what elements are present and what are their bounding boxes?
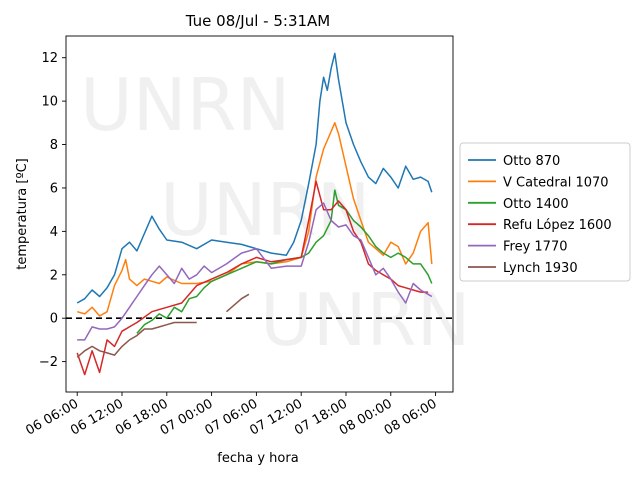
legend-label: Refu López 1600 [503, 218, 612, 233]
y-tick-label: 10 [41, 95, 58, 110]
y-tick-label: 2 [50, 268, 58, 283]
y-tick-label: 0 [50, 312, 58, 327]
legend-label: Lynch 1930 [503, 261, 578, 276]
x-axis-label: fecha y hora [217, 451, 298, 466]
legend-box [459, 142, 631, 282]
y-axis: −2 0 2 4 6 8 10 12 [39, 51, 66, 370]
y-tick-label: 12 [41, 51, 58, 66]
legend-label: V Catedral 1070 [503, 175, 609, 190]
y-axis-label: temperatura [ºC] [15, 158, 30, 269]
series-line-1 [76, 52, 433, 304]
series-line-6 [76, 293, 250, 358]
y-tick-label: 8 [50, 138, 58, 153]
y-tick-label: 6 [50, 181, 58, 196]
plot-frame [65, 35, 454, 393]
watermark-text: UNRN [260, 278, 470, 362]
watermark-text: UNRN [80, 63, 290, 147]
watermark-text: UNRN [160, 168, 370, 252]
chart-title: Tue 08/Jul - 5:31AM [185, 12, 330, 30]
legend: Otto 870 V Catedral 1070 Otto 1400 Refu Lóp… [459, 142, 631, 282]
series-line-3 [136, 189, 433, 334]
legend-label: Frey 1770 [503, 240, 568, 255]
watermark-group: UNRN UNRN UNRN [80, 63, 470, 362]
series-lines-group [76, 52, 433, 376]
y-tick-label: 4 [50, 225, 58, 240]
legend-label: Otto 1400 [503, 197, 569, 212]
series-line-5 [77, 202, 433, 341]
legend-label: Otto 870 [503, 154, 560, 169]
y-tick-label: −2 [39, 355, 58, 370]
series-line-4 [76, 180, 429, 376]
